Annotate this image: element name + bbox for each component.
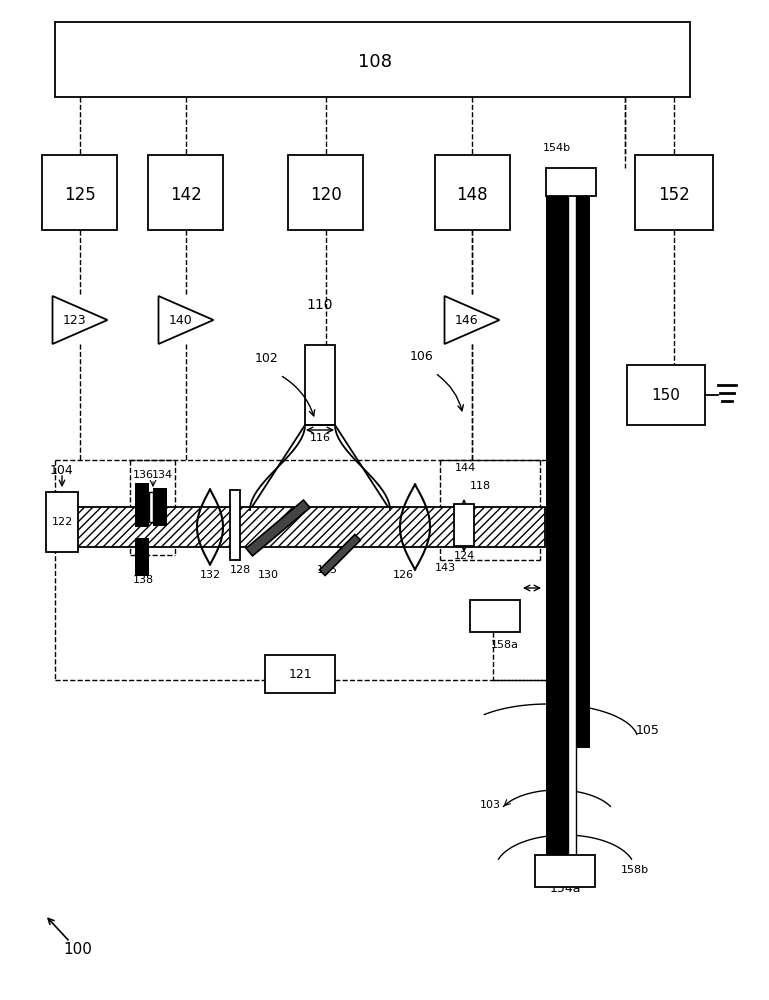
Text: 122: 122 xyxy=(52,517,72,527)
Text: 130: 130 xyxy=(258,570,278,580)
Text: 116: 116 xyxy=(309,433,331,443)
Bar xyxy=(546,168,568,878)
Text: 152: 152 xyxy=(658,186,690,204)
Text: 142: 142 xyxy=(170,186,202,204)
Bar xyxy=(55,22,690,97)
Text: 136: 136 xyxy=(132,470,154,480)
Bar xyxy=(635,155,713,230)
Text: 138: 138 xyxy=(132,575,154,585)
Bar xyxy=(568,168,576,878)
Bar xyxy=(470,600,520,632)
Text: 128: 128 xyxy=(229,565,251,575)
Bar xyxy=(454,504,474,546)
Text: 134: 134 xyxy=(151,470,172,480)
Text: 154b: 154b xyxy=(543,143,571,153)
Bar xyxy=(546,168,596,196)
Text: 106: 106 xyxy=(410,351,434,363)
Text: 132: 132 xyxy=(199,570,221,580)
Bar xyxy=(435,155,510,230)
Text: 108: 108 xyxy=(358,53,392,71)
Bar xyxy=(535,855,595,887)
Text: 121: 121 xyxy=(288,668,311,680)
Bar xyxy=(230,490,240,560)
Text: 144: 144 xyxy=(454,463,475,473)
Text: 105: 105 xyxy=(636,724,660,736)
Text: 158a: 158a xyxy=(491,640,519,650)
Text: 123: 123 xyxy=(63,314,86,326)
Text: 118: 118 xyxy=(469,481,491,491)
Bar xyxy=(46,492,78,552)
Bar xyxy=(55,507,545,547)
Text: 100: 100 xyxy=(64,942,92,958)
Bar xyxy=(149,492,153,522)
Text: 140: 140 xyxy=(168,314,192,326)
Text: 143: 143 xyxy=(434,563,455,573)
Polygon shape xyxy=(319,534,361,576)
Text: 103: 103 xyxy=(480,800,501,810)
Text: 115: 115 xyxy=(317,565,338,575)
Bar xyxy=(148,155,223,230)
Bar xyxy=(42,155,117,230)
Text: 146: 146 xyxy=(454,314,478,326)
Bar xyxy=(288,155,363,230)
Text: 150: 150 xyxy=(651,387,681,402)
Bar xyxy=(265,655,335,693)
Text: 158b: 158b xyxy=(621,865,649,875)
Text: 120: 120 xyxy=(310,186,342,204)
Bar xyxy=(305,345,335,425)
Text: 126: 126 xyxy=(392,570,414,580)
Text: 125: 125 xyxy=(64,186,96,204)
Text: 110: 110 xyxy=(307,298,333,312)
Text: 154a: 154a xyxy=(549,882,581,894)
Text: 148: 148 xyxy=(456,186,488,204)
Text: 156: 156 xyxy=(482,610,504,620)
Bar xyxy=(135,483,149,527)
Bar xyxy=(627,365,705,425)
Bar xyxy=(135,538,149,576)
Polygon shape xyxy=(246,500,310,556)
Text: 102: 102 xyxy=(255,352,279,364)
Text: 124: 124 xyxy=(454,551,474,561)
Bar xyxy=(576,168,590,748)
Bar xyxy=(153,488,167,526)
Text: 104: 104 xyxy=(50,464,74,477)
